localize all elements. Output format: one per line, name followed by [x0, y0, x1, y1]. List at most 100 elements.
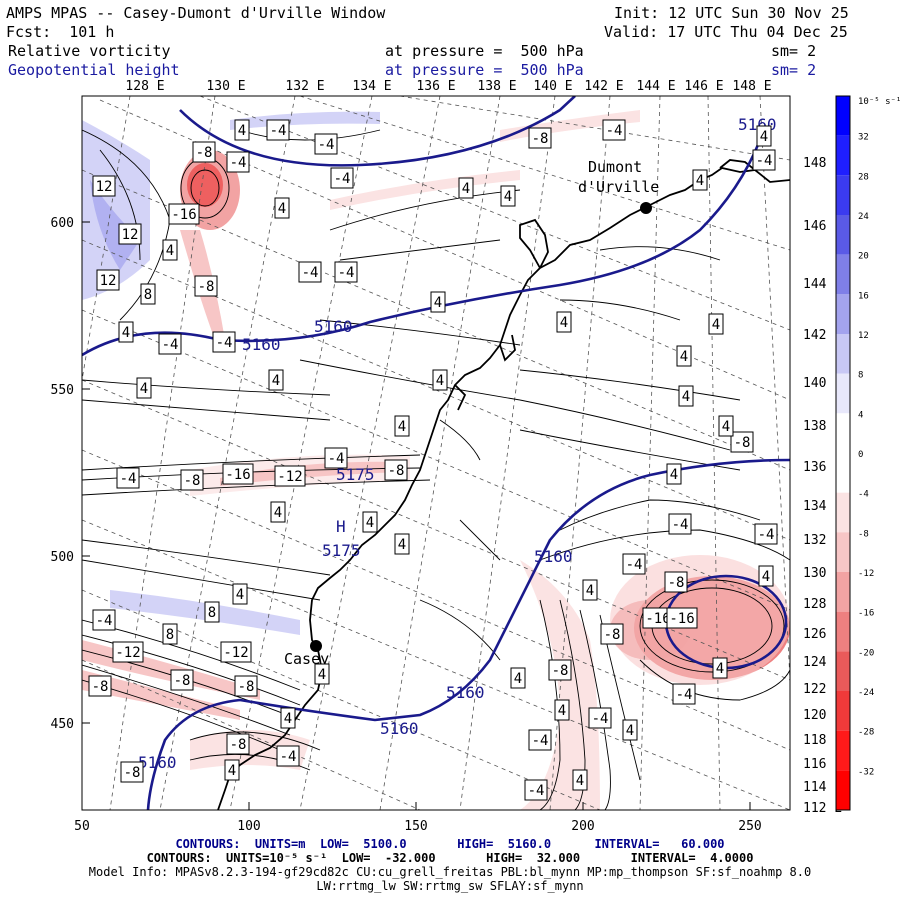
vorticity-label-box [556, 311, 572, 333]
vorticity-label-box [582, 579, 598, 601]
vorticity-label: 4 [228, 763, 236, 779]
lon-label: 134 E [352, 79, 391, 94]
colorbar-swatch [836, 135, 850, 176]
colorbar-label: 16 [858, 291, 869, 301]
vorticity-label-box [118, 321, 134, 343]
vorticity-label-box [334, 261, 358, 283]
right-label: 146 E [803, 219, 842, 234]
plot-frame [81, 95, 791, 811]
vorticity-label: -4 [626, 557, 643, 573]
right-label: 112 E [803, 801, 842, 816]
colorbar-swatch [836, 294, 850, 334]
vorticity-label-box [222, 463, 254, 485]
vorticity-label-box [220, 641, 252, 663]
right-label: 142 E [803, 328, 842, 343]
axis-labels: 50 100 150 200 250 600 550 500 450 [51, 216, 762, 834]
height-max-label: 5175 [322, 541, 361, 560]
axis-ticks [81, 221, 751, 810]
colorbar-frame [835, 95, 851, 811]
vorticity-label: 4 [682, 389, 690, 405]
vorticity-label: 4 [278, 201, 286, 217]
vorticity-label: 4 [670, 467, 678, 483]
vorticity-label-box [226, 733, 250, 755]
field2-smoothing: sm= 2 [771, 61, 817, 79]
vorticity-label: -8 [604, 627, 621, 643]
vorticity-label-box [170, 669, 194, 691]
lon-labels-top: 128 E 130 E 132 E 134 E 136 E 138 E 140 … [125, 79, 771, 94]
vorticity-label-box [754, 523, 778, 545]
footer-height-contours: CONTOURS: UNITS=m LOW= 5100.0 HIGH= 5160… [175, 837, 725, 851]
vorticity-label-box [712, 657, 728, 679]
vorticity-label: -4 [120, 471, 137, 487]
vorticity-label-box [678, 385, 694, 407]
vorticity-label: 4 [398, 419, 406, 435]
colorbar: 32 28 24 20 16 12 8 4 0 -4 -8 -12 -16 -20 -24 -28 -32 10⁻… [835, 95, 900, 811]
lon-label: 146 E [684, 79, 723, 94]
vorticity-label-box [548, 659, 572, 681]
colorbar-swatch [836, 334, 850, 374]
vorticity-label-box [324, 447, 348, 469]
lon-label: 144 E [636, 79, 675, 94]
colorbar-label: 8 [858, 371, 863, 381]
vorticity-label: -8 [196, 145, 213, 161]
vorticity-label: -8 [198, 279, 215, 295]
vorticity-label-box [158, 333, 182, 355]
colorbar-label: -20 [858, 648, 874, 658]
vorticity-label-box [140, 283, 156, 305]
right-label: 136 E [803, 460, 842, 475]
vorticity-label-box [92, 175, 116, 197]
vorticity-label-box [234, 675, 258, 697]
y-tick-label: 500 [51, 550, 74, 565]
vorticity-label-box [524, 779, 548, 801]
vorticity-label: 4 [166, 243, 174, 259]
colorbar-swatch [836, 175, 850, 215]
vorticity-label: -16 [645, 611, 670, 627]
vorticity-label: -4 [230, 155, 247, 171]
x-tick-label: 100 [237, 819, 260, 834]
lon-label: 128 E [125, 79, 164, 94]
vorticity-label: -4 [758, 527, 775, 543]
vorticity-label-box [672, 683, 696, 705]
vorticity-label-box [600, 623, 624, 645]
vorticity-label-box [588, 707, 612, 729]
vorticity-label: -4 [676, 687, 693, 703]
vorticity-label-box [384, 459, 408, 481]
vorticity-label: 4 [272, 373, 280, 389]
vorticity-label: 4 [398, 537, 406, 553]
x-tick-label: 200 [571, 819, 594, 834]
vorticity-label: -8 [668, 575, 685, 591]
vorticity-label-box [270, 501, 286, 523]
colorbar-label: 20 [858, 252, 869, 262]
colorbar-swatch [836, 453, 850, 493]
lon-label: 130 E [206, 79, 245, 94]
dumont-durville-station-marker [640, 202, 652, 214]
vorticity-label-box [112, 641, 144, 663]
vorticity-label-box [136, 377, 152, 399]
vorticity-label-box [88, 675, 112, 697]
vorticity-label-box [666, 463, 682, 485]
vorticity-label: 4 [436, 373, 444, 389]
vorticity-label-box [116, 467, 140, 489]
lon-label: 148 E [732, 79, 771, 94]
vorticity-label: 8 [208, 605, 216, 621]
colorbar-label: -4 [858, 490, 869, 500]
colorbar-label: -12 [858, 569, 874, 579]
right-label: 138 E [803, 419, 842, 434]
vorticity-label: 4 [284, 711, 292, 727]
right-label: 126 E [803, 627, 842, 642]
vorticity-label-box [708, 313, 724, 335]
vorticity-label: 4 [318, 667, 326, 683]
vorticity-label-box [500, 185, 516, 207]
vorticity-label: 8 [166, 627, 174, 643]
vorticity-label: -16 [225, 467, 250, 483]
vorticity-label: 4 [680, 349, 688, 365]
vorticity-shade [82, 670, 240, 720]
colorbar-label: -8 [858, 529, 869, 539]
vorticity-label-box [204, 601, 220, 623]
colorbar-label: 28 [858, 172, 869, 182]
lon-label: 132 E [285, 79, 324, 94]
right-label: 116 E [803, 757, 842, 772]
vorticity-label: -8 [532, 131, 549, 147]
vorticity-label: 4 [560, 315, 568, 331]
colorbar-unit: 10⁻⁵ s⁻¹ [858, 97, 900, 107]
